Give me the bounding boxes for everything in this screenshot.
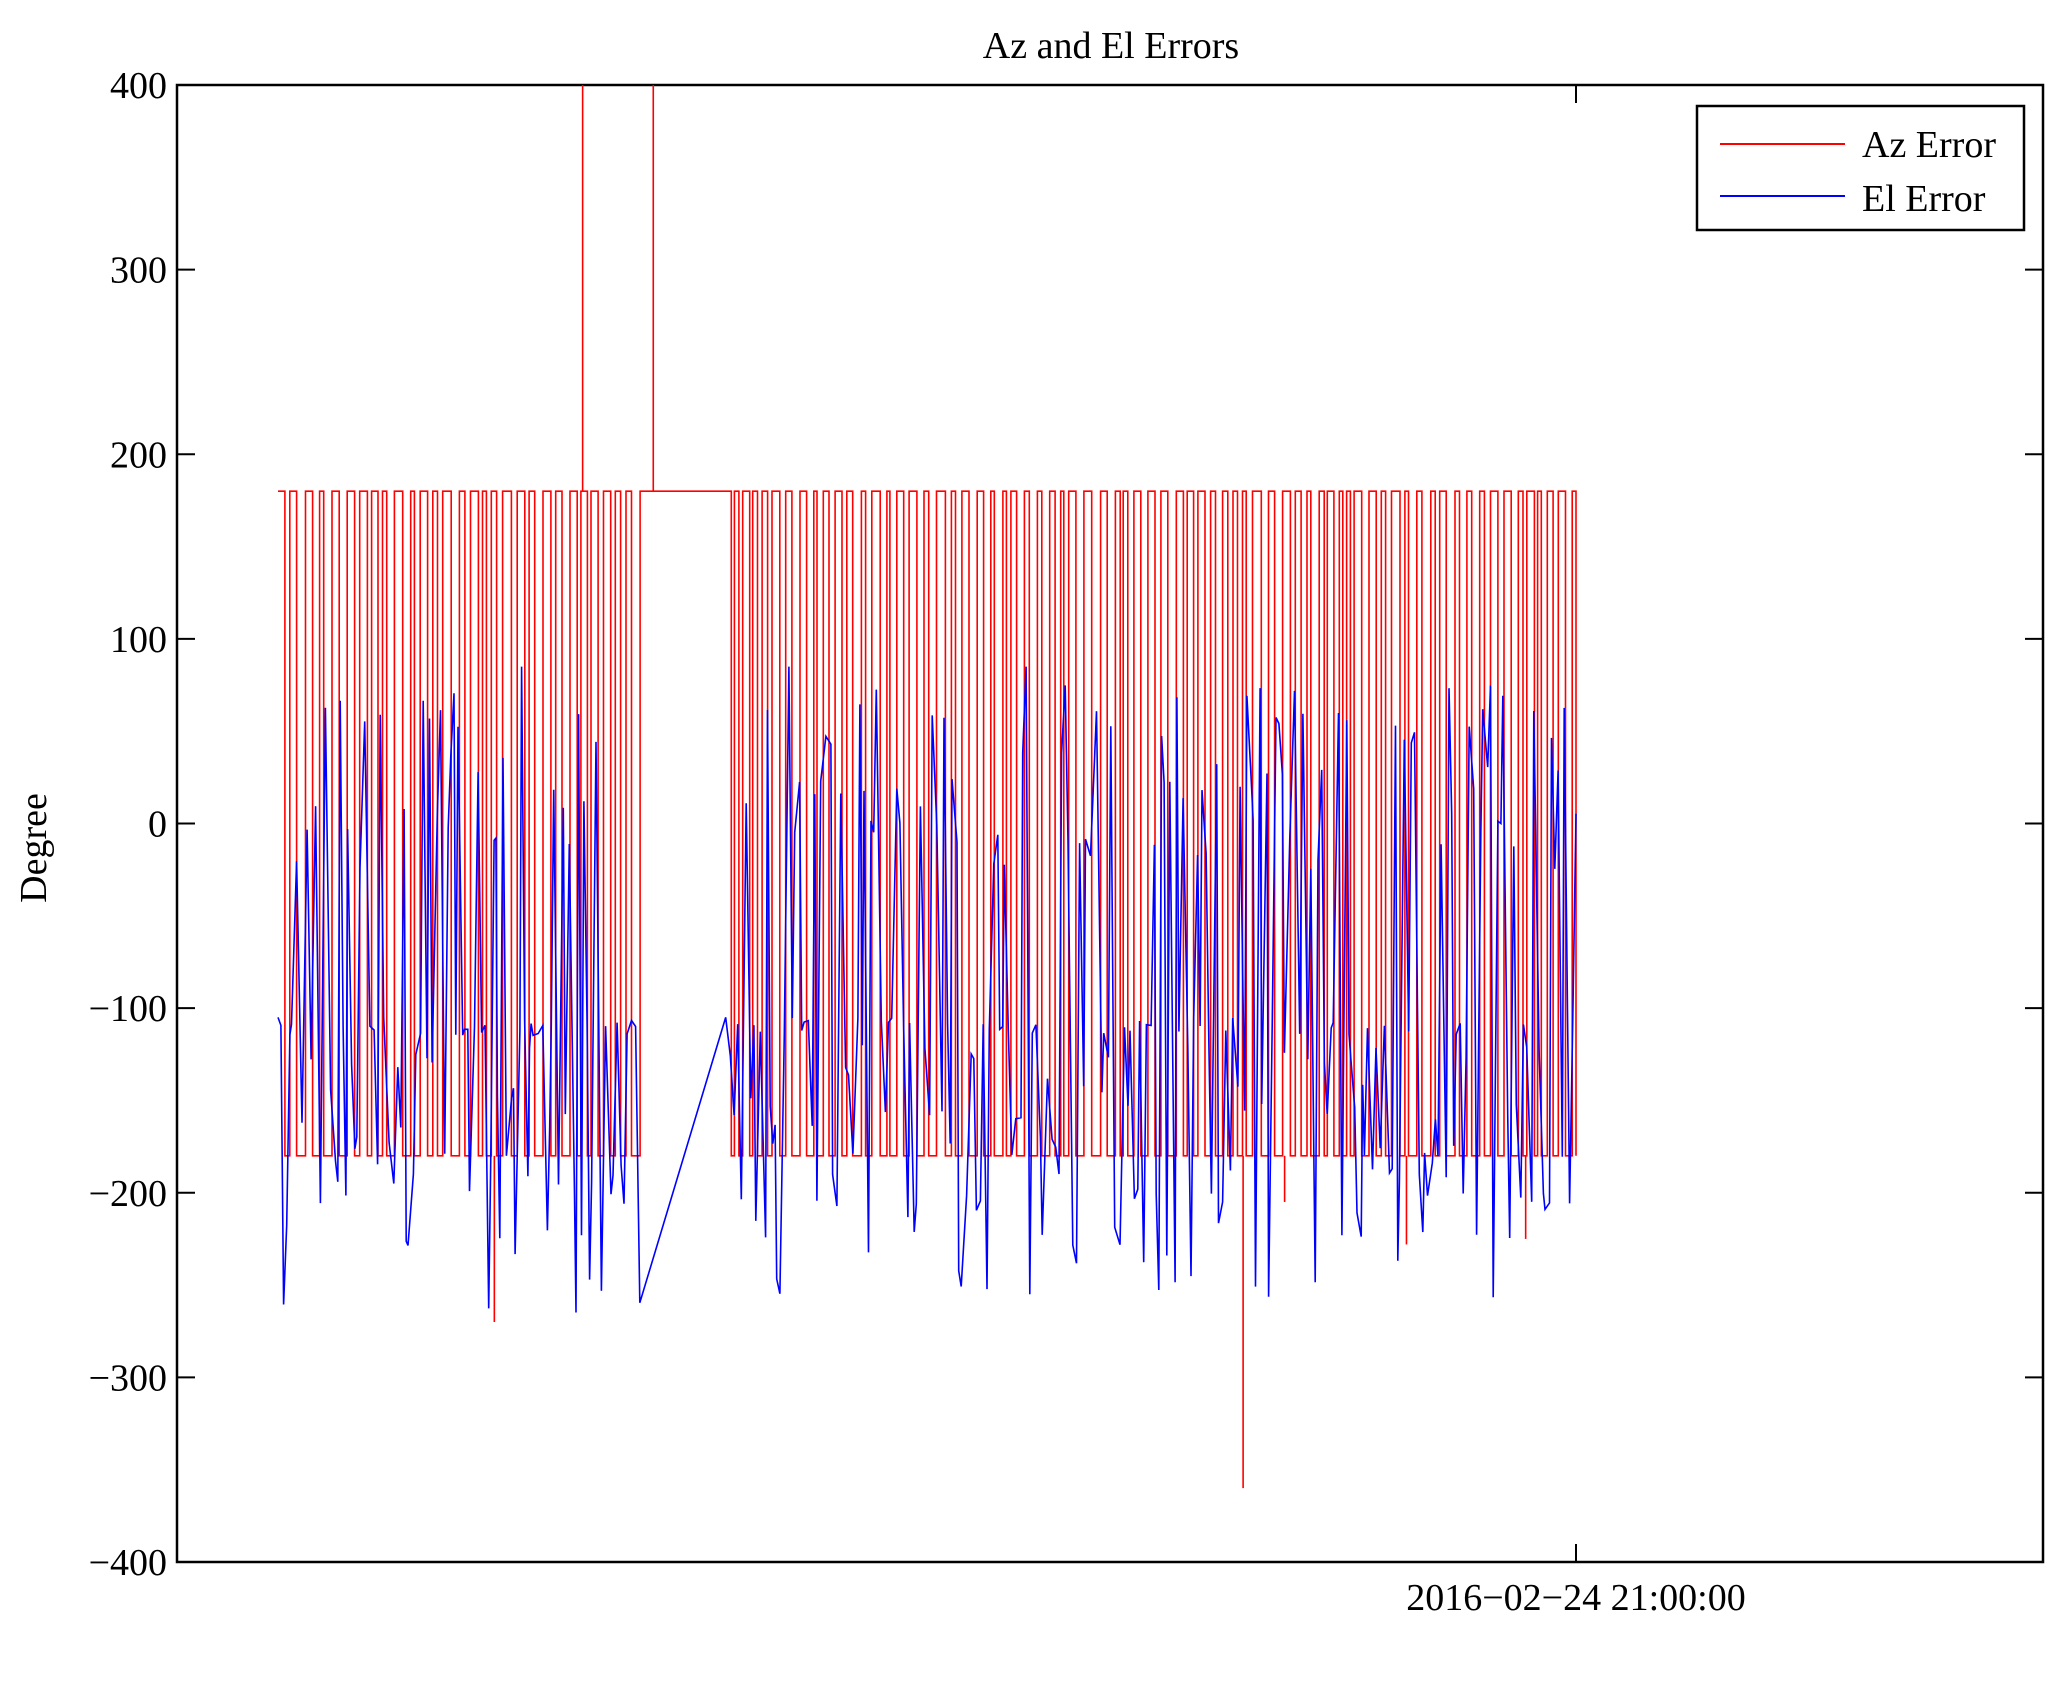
- x-tick-label: 2016−02−24 21:00:00: [1406, 1577, 1745, 1619]
- legend-label-el-error: El Error: [1862, 178, 1986, 220]
- y-tick-label: −100: [89, 988, 167, 1030]
- legend-label-az-error: Az Error: [1862, 124, 1996, 166]
- y-tick-label: −200: [89, 1173, 167, 1215]
- y-tick-label: −400: [89, 1542, 167, 1584]
- y-tick-label: 200: [110, 434, 167, 476]
- y-tick-label: 0: [148, 804, 167, 846]
- el-error-line: [277, 666, 1577, 1313]
- y-axis-label: Degree: [13, 793, 55, 903]
- x-axis: 2016−02−24 21:00:00: [1406, 85, 1746, 1619]
- chart-title: Az and El Errors: [983, 25, 1239, 67]
- legend: Az Error El Error: [1695, 104, 2026, 232]
- y-tick-label: 300: [110, 250, 167, 292]
- series-el-error: [277, 666, 1577, 1313]
- y-tick-label: 400: [110, 65, 167, 107]
- legend-box: [1695, 104, 2026, 232]
- y-tick-label: 100: [110, 619, 167, 661]
- y-axis: 400 300 200 100 0 −100 −200 −300 −400: [89, 65, 2043, 1584]
- y-tick-label: −300: [89, 1357, 167, 1399]
